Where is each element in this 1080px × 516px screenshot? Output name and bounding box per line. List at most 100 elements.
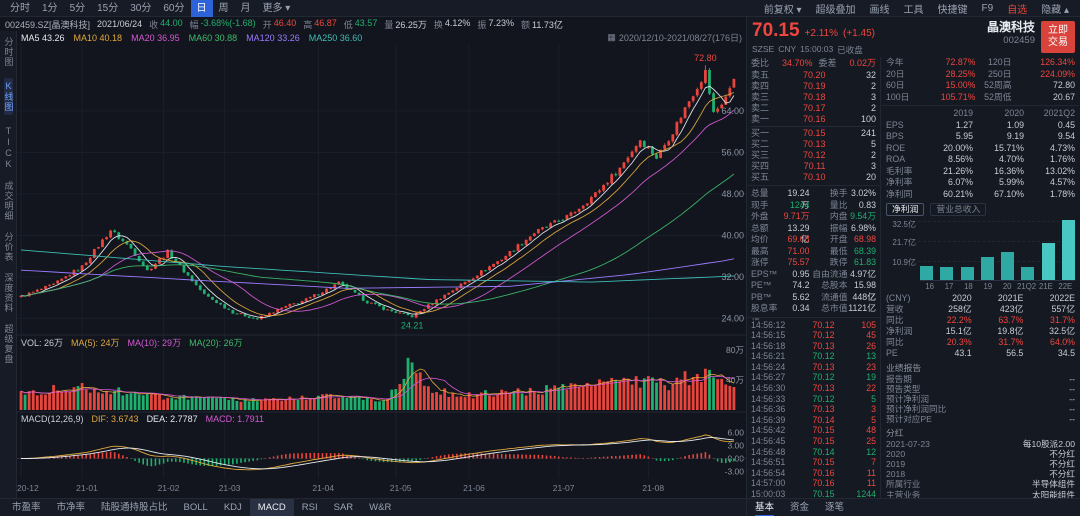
toolbar-action-前复权 ▾[interactable]: 前复权 ▾	[763, 4, 802, 16]
time-sales-list[interactable]: 14:56:12 70.12 105 14:56:15 70.12 45 14:56:18 7…	[751, 320, 876, 499]
financials-row-净利同: 净利同 60.21% 67.10% 1.78%	[886, 188, 1075, 199]
time-axis-label: 21-07	[552, 483, 575, 493]
volume-legend-item: MA(10): 29万	[127, 337, 182, 348]
period-tab-日[interactable]: 日	[190, 0, 213, 17]
toolbar-action-F9[interactable]: F9	[981, 2, 994, 14]
stat-row-PB™: PB™ 5.62 流通值 448亿	[751, 291, 876, 302]
profit-bar-22E	[1061, 220, 1075, 280]
indicator-tab-bar: 市盈率 市净率 陆股通持股占比 BOLL KDJ MACD RSI SAR W&R	[0, 498, 746, 516]
candlestick-chart-canvas[interactable]: 64.0056.0048.0040.0032.0024.0080万40万72.8…	[17, 44, 746, 480]
dividend-title[interactable]: 分红	[886, 428, 904, 438]
profit-xtick: 19	[983, 282, 993, 291]
change-absolute: (+1.45)	[843, 28, 875, 39]
info-field-低: 低 43.57	[343, 17, 378, 30]
period-tab-月[interactable]: 月	[240, 2, 251, 14]
order-book-level-卖一[interactable]: 卖一 70.16 100	[751, 114, 876, 124]
tick-row: 14:56:33 70.12 5	[751, 393, 876, 404]
indicator-tab-市净率[interactable]: 市净率	[56, 501, 86, 513]
profit-gridline	[918, 221, 1075, 222]
profit-xtick: 18	[964, 282, 973, 291]
toolbar-action-自选[interactable]: 自选	[1007, 4, 1028, 16]
indicator-tab-陆股通持股占比[interactable]: 陆股通持股占比	[101, 501, 168, 513]
period-tab-分时[interactable]: 分时	[10, 2, 30, 14]
order-book-level-卖五[interactable]: 卖五 70.20 32	[751, 70, 876, 80]
order-book-level-卖四[interactable]: 卖四 70.19 2	[751, 81, 876, 91]
divider	[882, 105, 1079, 106]
toolbar-action-快捷键[interactable]: 快捷键	[937, 4, 968, 16]
stats-grid: 总量 19.24万 换手 3.02% 现手 1244 量比 0.83 外盘 9.71万 内盘 9.54…	[751, 188, 876, 325]
order-book-level-买五[interactable]: 买五 70.10 20	[751, 172, 876, 182]
forecast-table: (CNY) 2020 2021E 2022E 营收 258亿 423亿 557亿 同比 22.2%…	[886, 293, 1075, 359]
period-tab-60分[interactable]: 60分	[163, 2, 185, 14]
performance-grid: 今年 72.87% 120日 126.34% 20日 28.25% 250日 224.09% 6…	[886, 57, 1075, 103]
indicator-tab-W&R[interactable]: W&R	[369, 501, 392, 513]
indicator-tab-KDJ[interactable]: KDJ	[223, 501, 242, 513]
stat-row-总量: 总量 19.24万 换手 3.02%	[751, 188, 876, 210]
svg-text:3.00: 3.00	[727, 441, 744, 451]
tick-row: 14:56:51 70.15 7	[751, 457, 876, 468]
order-book-level-买二[interactable]: 买二 70.13 5	[751, 139, 876, 149]
tick-row: 14:56:48 70.14 12	[751, 446, 876, 457]
earnings-report-title[interactable]: 业绩报告	[886, 363, 922, 373]
dividend-row-2019: 2019 不分红	[886, 459, 1075, 469]
macd-title: MACD(12,26,9)	[21, 414, 84, 424]
period-tab-5分[interactable]: 5分	[69, 2, 86, 14]
forecast-row-净利润: 净利润 15.1亿 19.8亿 32.5亿	[886, 326, 1075, 336]
date-range-selector[interactable]: ▦ 2020/12/10-2021/08/27(176日)	[607, 31, 742, 44]
stat-row-股息率™: 股息率™ 0.34 总市值 1121亿	[751, 303, 876, 325]
tick-row: 14:56:18 70.13 26	[751, 340, 876, 351]
sidebar-item-K线图[interactable]: K线图	[3, 78, 14, 115]
ma-label-MA120: MA120 33.26	[246, 32, 300, 43]
sidebar-item-深度资料[interactable]: 深度资料	[3, 273, 14, 313]
svg-text:6.00: 6.00	[727, 428, 744, 438]
trade-button[interactable]: 立即 交易	[1041, 21, 1075, 53]
order-book-level-买四[interactable]: 买四 70.11 3	[751, 161, 876, 171]
indicator-tab-市盈率[interactable]: 市盈率	[12, 501, 41, 513]
quote-tab-逐笔[interactable]: 逐笔	[825, 501, 845, 513]
sidebar-item-成交明细[interactable]: 成交明细	[3, 181, 14, 221]
profit-tab-净利润[interactable]: 净利润	[886, 203, 925, 216]
time-axis-label: 21-08	[642, 483, 665, 493]
industry-row[interactable]: 所属行业 半导体组件	[886, 479, 1075, 490]
macd-legend-item: DEA: 2.7787	[146, 414, 198, 424]
business-row[interactable]: 主营业务 太阳能组件	[886, 490, 1075, 499]
imbalance-ratio-value: 34.70%	[781, 58, 813, 68]
financials-row-ROE: ROE 20.00% 15.71% 4.73%	[886, 142, 1075, 153]
indicator-tab-SAR[interactable]: SAR	[333, 501, 354, 513]
indicator-tab-MACD[interactable]: MACD	[249, 498, 294, 516]
toolbar-action-超级叠加[interactable]: 超级叠加	[815, 4, 856, 16]
tick-row: 14:56:54 70.16 11	[751, 467, 876, 478]
quote-tab-基本[interactable]: 基本	[755, 499, 774, 516]
period-tab-1分[interactable]: 1分	[42, 2, 58, 14]
profit-gridline	[918, 260, 1075, 262]
order-book-level-卖二[interactable]: 卖二 70.17 2	[751, 103, 876, 113]
indicator-tab-BOLL[interactable]: BOLL	[183, 501, 208, 513]
toolbar-action-工具[interactable]: 工具	[903, 4, 924, 16]
profit-tab-营业总收入[interactable]: 营业总收入	[930, 203, 987, 216]
quote-tab-资金[interactable]: 资金	[790, 501, 810, 513]
report-row-预告类型: 预告类型 --	[886, 384, 1075, 394]
sidebar-item-TICK[interactable]: TICK	[3, 126, 14, 170]
indicator-tab-RSI[interactable]: RSI	[301, 501, 318, 513]
time-axis-label: 21-04	[312, 483, 335, 493]
sidebar-item-分价表[interactable]: 分价表	[3, 232, 14, 262]
order-book-level-买一[interactable]: 买一 70.15 241	[751, 128, 876, 138]
sidebar-item-超级复盘[interactable]: 超级复盘	[3, 324, 14, 364]
order-book-level-卖三[interactable]: 卖三 70.18 3	[751, 92, 876, 102]
sidebar-item-分时图[interactable]: 分时图	[3, 37, 14, 67]
calendar-icon: ▦	[607, 32, 616, 42]
profit-bar-chart: 32.5亿 21.7亿 10.9亿 16 17 18 19 20 21Q2 21E 22E	[886, 219, 1075, 293]
period-tab-更多 ▾[interactable]: 更多 ▾	[262, 2, 291, 14]
time-axis-label: 20-12	[17, 483, 39, 493]
order-book-level-买三[interactable]: 买三 70.12 2	[751, 150, 876, 160]
profit-bar-18	[960, 267, 974, 280]
performance-row-60日: 60日 15.00% 52周高 72.80	[886, 80, 1075, 90]
info-field-换: 换 4.12%	[433, 17, 471, 30]
toolbar-action-隐藏 ▴[interactable]: 隐藏 ▴	[1041, 4, 1069, 16]
period-tab-15分[interactable]: 15分	[97, 2, 119, 14]
dividend-row-2020: 2020 不分红	[886, 449, 1075, 459]
tick-row: 14:56:21 70.12 13	[751, 351, 876, 362]
period-tab-周[interactable]: 周	[218, 2, 229, 14]
toolbar-action-画线[interactable]: 画线	[869, 4, 890, 16]
period-tab-30分[interactable]: 30分	[130, 2, 152, 14]
